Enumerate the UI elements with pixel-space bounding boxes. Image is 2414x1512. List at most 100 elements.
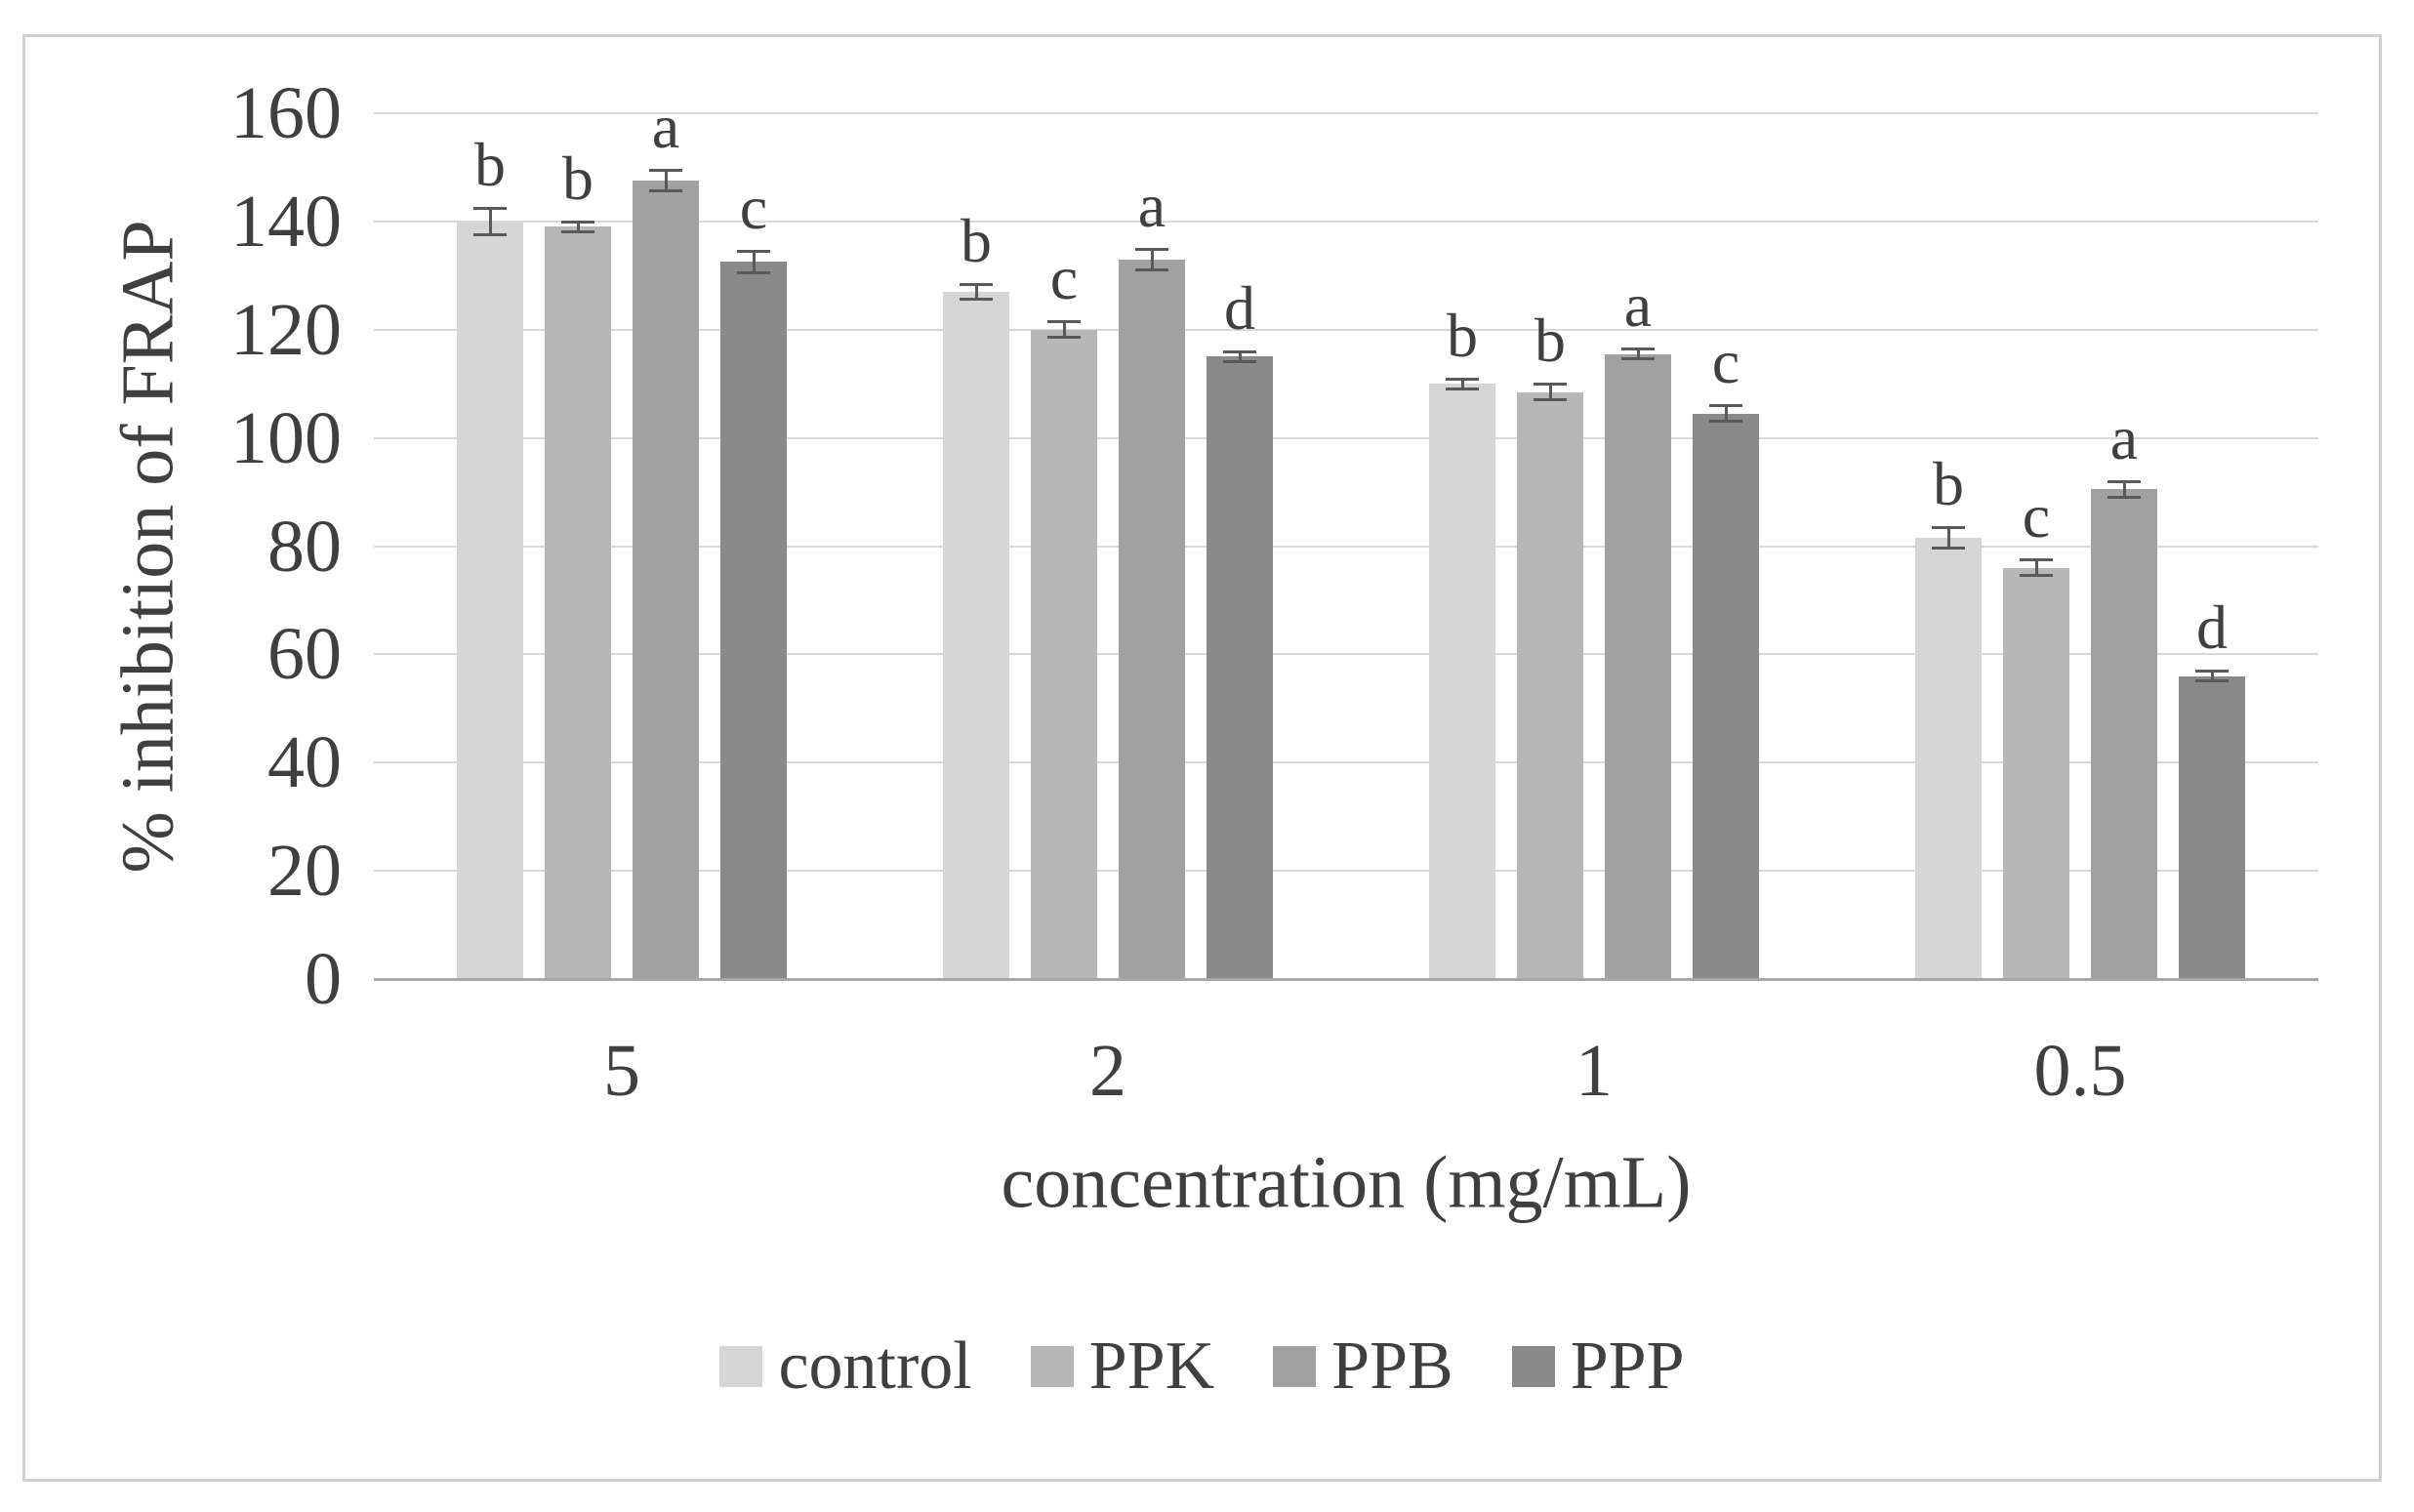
error-cap-top xyxy=(1709,404,1742,408)
y-axis-title: % inhibition of FRAP xyxy=(106,220,189,874)
error-cap-bottom xyxy=(649,189,682,193)
gridline-y-60 xyxy=(374,653,2318,656)
significance-letter-control-2: b xyxy=(961,205,992,275)
bar-PPK-5 xyxy=(545,226,611,979)
y-tick-label-40: 40 xyxy=(267,721,342,804)
error-bar-PPK-1 xyxy=(1548,384,1552,400)
error-cap-top xyxy=(1223,349,1256,353)
legend-item-PPB: PPB xyxy=(1273,1332,1453,1401)
bar-control-1 xyxy=(1429,384,1495,979)
error-cap-bottom xyxy=(1223,360,1256,363)
error-cap-bottom xyxy=(1621,357,1655,361)
significance-letter-PPK-5: b xyxy=(562,143,593,213)
error-cap-top xyxy=(1047,320,1081,324)
error-bar-PPK-2 xyxy=(1062,321,1066,339)
error-cap-bottom xyxy=(2020,573,2053,577)
x-axis-line xyxy=(374,978,2318,981)
legend-swatch-PPP xyxy=(1511,1346,1555,1387)
error-cap-top xyxy=(1932,526,1965,530)
x-tick-label-5: 5 xyxy=(603,1030,640,1112)
error-bar-PPB-5 xyxy=(664,170,668,192)
legend-swatch-control xyxy=(719,1346,763,1387)
legend-item-PPP: PPP xyxy=(1511,1328,1685,1404)
error-cap-bottom xyxy=(473,232,507,236)
bar-PPP-2 xyxy=(1207,356,1273,979)
error-cap-bottom xyxy=(1446,387,1479,390)
significance-letter-PPB-1: a xyxy=(1623,270,1653,341)
gridline-y-80 xyxy=(374,545,2318,548)
error-cap-top xyxy=(649,169,682,173)
y-tick-label-60: 60 xyxy=(267,613,342,696)
bar-PPB-1 xyxy=(1605,353,1671,979)
significance-letter-PPP-2: d xyxy=(1224,272,1255,343)
gridline-y-120 xyxy=(374,328,2318,331)
significance-letter-PPB-5: a xyxy=(651,92,680,162)
error-cap-top xyxy=(1534,383,1567,387)
error-cap-top xyxy=(473,207,507,211)
error-cap-bottom xyxy=(737,270,770,274)
gridline-y-100 xyxy=(374,436,2318,439)
error-cap-top xyxy=(2107,479,2141,483)
bar-control-2 xyxy=(943,291,1009,979)
significance-letter-PPB-2: a xyxy=(1137,170,1166,240)
error-cap-bottom xyxy=(1932,547,1965,551)
error-cap-bottom xyxy=(1709,419,1742,423)
error-bar-PPK-0.5 xyxy=(2034,559,2038,576)
error-bar-PPB-1 xyxy=(1636,348,1640,360)
error-cap-bottom xyxy=(1135,267,1168,271)
legend-label-PPP: PPP xyxy=(1570,1328,1685,1404)
error-cap-top xyxy=(2020,558,2053,562)
error-bar-PPP-1 xyxy=(1724,405,1728,422)
significance-letter-PPK-0.5: c xyxy=(2022,481,2051,552)
y-tick-label-160: 160 xyxy=(230,72,342,154)
error-cap-top xyxy=(1621,347,1655,351)
y-tick-label-140: 140 xyxy=(230,180,342,263)
error-bar-control-2 xyxy=(974,283,978,301)
error-bar-PPP-5 xyxy=(752,251,756,273)
error-cap-bottom xyxy=(2107,495,2141,499)
bar-PPP-1 xyxy=(1693,413,1759,979)
chart-border-frame xyxy=(22,34,2382,1482)
error-cap-bottom xyxy=(561,229,594,233)
significance-letter-control-0.5: b xyxy=(1933,449,1964,519)
x-axis-title: concentration (mg/mL) xyxy=(1001,1141,1692,1224)
error-bar-PPB-0.5 xyxy=(2122,480,2126,498)
error-bar-PPP-0.5 xyxy=(2210,671,2214,682)
gridline-y-160 xyxy=(374,112,2318,114)
error-cap-bottom xyxy=(1534,397,1567,401)
y-tick-label-80: 80 xyxy=(267,505,342,588)
y-tick-label-120: 120 xyxy=(230,288,342,371)
significance-letter-PPK-2: c xyxy=(1049,243,1079,313)
error-bar-control-1 xyxy=(1460,378,1464,389)
legend-swatch-PPK xyxy=(1030,1346,1074,1387)
x-tick-label-2: 2 xyxy=(1089,1030,1126,1112)
error-bar-PPK-5 xyxy=(576,221,580,232)
y-tick-label-20: 20 xyxy=(267,830,342,913)
significance-letter-PPK-1: b xyxy=(1534,306,1566,376)
significance-letter-PPP-5: c xyxy=(739,173,768,243)
significance-letter-control-1: b xyxy=(1447,300,1478,370)
legend-item-control: control xyxy=(719,1328,972,1404)
bar-PPK-1 xyxy=(1517,391,1583,979)
x-tick-label-1: 1 xyxy=(1575,1030,1613,1112)
legend-label-control: control xyxy=(778,1328,972,1404)
error-bar-control-0.5 xyxy=(1946,527,1950,550)
significance-letter-PPB-0.5: a xyxy=(2109,402,2139,472)
error-cap-top xyxy=(1446,377,1479,381)
x-tick-label-0.5: 0.5 xyxy=(2033,1030,2127,1112)
significance-letter-PPP-1: c xyxy=(1711,327,1740,397)
bar-PPP-0.5 xyxy=(2179,675,2245,979)
legend-swatch-PPB xyxy=(1273,1346,1317,1387)
significance-letter-PPP-0.5: d xyxy=(2196,593,2228,662)
legend-label-PPK: PPK xyxy=(1088,1328,1215,1404)
bar-control-5 xyxy=(457,221,523,979)
legend-label-PPB: PPB xyxy=(1331,1328,1453,1404)
error-bar-PPP-2 xyxy=(1238,350,1242,362)
bar-PPB-0.5 xyxy=(2091,489,2157,979)
error-cap-bottom xyxy=(960,298,993,302)
gridline-y-20 xyxy=(374,870,2318,873)
error-bar-control-5 xyxy=(488,208,492,235)
error-cap-top xyxy=(561,220,594,224)
gridline-y-40 xyxy=(374,761,2318,764)
